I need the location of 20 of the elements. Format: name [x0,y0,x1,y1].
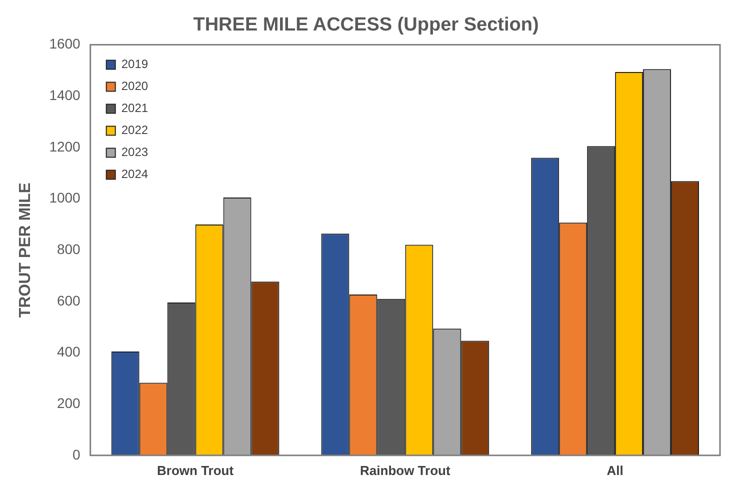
legend-label: 2024 [121,167,148,182]
legend-label: 2023 [121,145,148,160]
x-tick-label: Brown Trout [157,462,234,478]
legend-label: 2021 [121,101,148,116]
y-tick-label: 200 [56,394,81,411]
y-tick-label: 1000 [49,190,81,206]
x-tick-label: All [606,462,624,478]
y-tick-label: 1400 [49,86,81,103]
y-tick-label: 800 [56,240,81,257]
legend-label: 2020 [121,79,148,94]
y-tick-label: 0 [72,446,81,462]
y-tick-label: 600 [56,292,81,308]
y-tick-label: 1600 [49,36,81,52]
legend-label: 2022 [121,123,148,138]
legend-label: 2019 [121,57,148,72]
y-axis-title: TROUT PER MILE [17,182,34,318]
y-tick-label: 400 [56,344,81,360]
y-tick-label: 1200 [49,138,81,154]
x-tick-label: Rainbow Trout [360,462,451,478]
chart-title: THREE MILE ACCESS (Upper Section) [193,14,539,36]
